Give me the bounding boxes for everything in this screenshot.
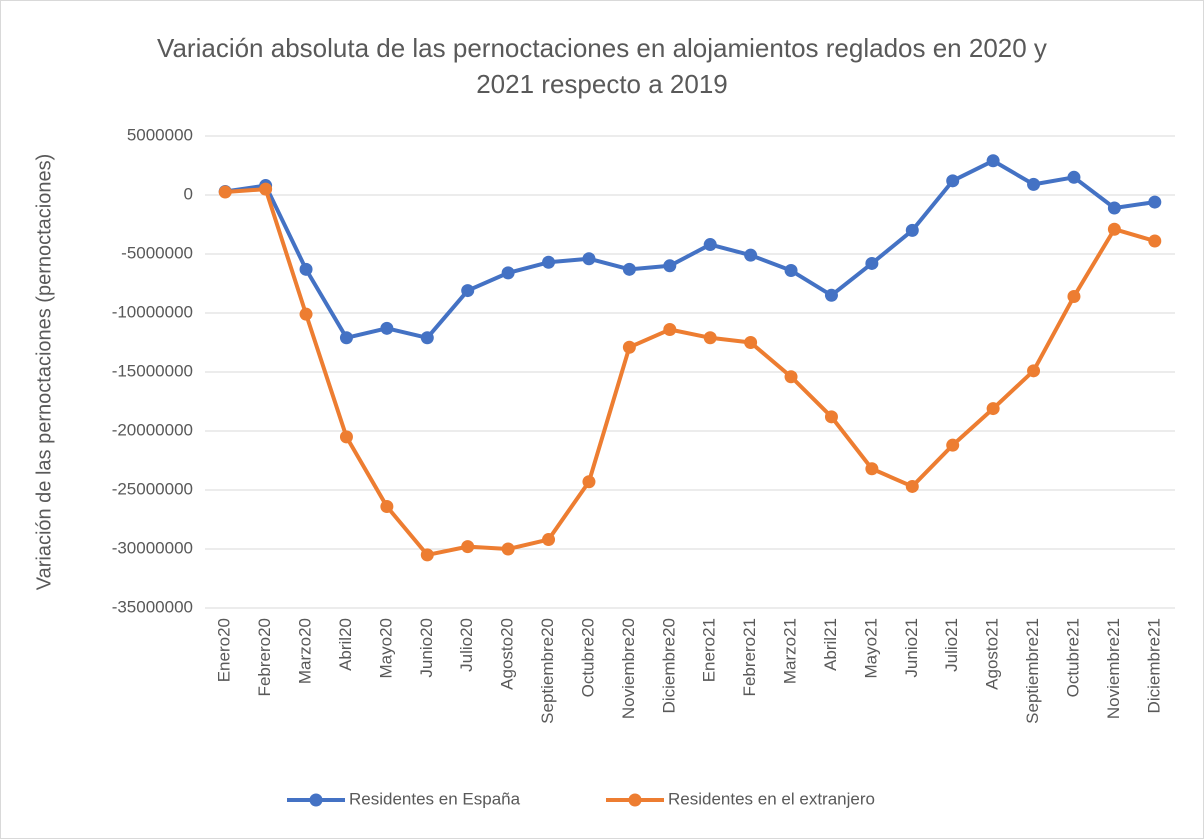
y-tick-label: 0 (184, 184, 193, 203)
data-point (784, 370, 798, 384)
data-point (299, 262, 313, 276)
y-tick-label: -15000000 (112, 361, 193, 380)
x-tick-label: Noviembre20 (619, 618, 638, 719)
data-point (501, 266, 515, 280)
x-tick-label: Abril20 (336, 618, 355, 671)
data-point (703, 331, 717, 345)
x-tick-label: Octubre21 (1063, 618, 1082, 697)
x-tick-label: Diciembre20 (659, 618, 678, 713)
legend-label: Residentes en el extranjero (668, 789, 875, 808)
y-tick-label: 5000000 (127, 125, 193, 144)
x-tick-label: Septiembre21 (1023, 618, 1042, 724)
y-tick-label: -25000000 (112, 479, 193, 498)
data-point (1107, 222, 1121, 236)
data-point (420, 548, 434, 562)
legend-label: Residentes en España (349, 789, 521, 808)
data-point (218, 185, 232, 199)
x-tick-label: Febrero20 (255, 618, 274, 696)
data-point (1148, 234, 1162, 248)
data-point (1027, 364, 1041, 378)
data-point (339, 430, 353, 444)
x-tick-label: Junio21 (902, 618, 921, 678)
data-point (1148, 195, 1162, 209)
x-tick-label: Marzo21 (781, 618, 800, 684)
data-point (339, 331, 353, 345)
y-tick-label: -10000000 (112, 302, 193, 321)
data-point (420, 331, 434, 345)
data-point (946, 174, 960, 188)
chart-title: Variación absoluta de las pernoctaciones… (157, 33, 1047, 99)
data-point (824, 288, 838, 302)
data-point (1067, 289, 1081, 303)
data-point (703, 238, 717, 252)
x-tick-label: Mayo21 (861, 618, 880, 678)
x-tick-label: Enero21 (700, 618, 719, 682)
x-tick-label: Junio20 (417, 618, 436, 678)
data-point (744, 336, 758, 349)
y-axis-label: Variación de las pernoctaciones (pernoct… (33, 154, 55, 591)
data-point (663, 323, 677, 337)
data-point (986, 154, 1000, 168)
data-point (299, 307, 313, 321)
data-point (744, 248, 758, 262)
data-point (259, 182, 273, 196)
data-point (946, 438, 960, 452)
x-tick-label: Abril21 (821, 618, 840, 671)
data-point (986, 402, 1000, 416)
data-point (461, 540, 475, 554)
data-point (380, 500, 394, 514)
data-point (542, 533, 556, 547)
y-tick-label: -35000000 (112, 597, 193, 616)
data-point (1067, 170, 1081, 184)
data-point (542, 255, 556, 269)
data-point (663, 259, 677, 273)
legend-marker (309, 793, 323, 807)
x-tick-label: Mayo20 (376, 618, 395, 678)
y-tick-label: -20000000 (112, 420, 193, 439)
data-point (865, 462, 879, 476)
y-tick-label: -5000000 (121, 243, 193, 262)
x-tick-label: Julio21 (942, 618, 961, 672)
x-tick-label: Septiembre20 (538, 618, 557, 724)
x-tick-label: Diciembre21 (1144, 618, 1163, 713)
x-tick-label: Febrero21 (740, 618, 759, 696)
data-point (1027, 177, 1041, 191)
y-tick-label: -30000000 (112, 538, 193, 557)
data-point (622, 340, 636, 354)
data-point (501, 542, 515, 556)
x-tick-label: Julio20 (457, 618, 476, 672)
data-point (380, 321, 394, 335)
data-point (905, 479, 919, 493)
data-point (461, 284, 475, 298)
data-point (622, 262, 636, 276)
series-line (224, 158, 1156, 340)
data-point (784, 264, 798, 278)
data-point (905, 223, 919, 237)
x-tick-label: Noviembre21 (1104, 618, 1123, 719)
data-point (582, 252, 596, 266)
data-point (824, 410, 838, 424)
data-point (582, 475, 596, 489)
x-tick-label: Enero20 (215, 618, 234, 682)
x-tick-label: Octubre20 (578, 618, 597, 697)
series-line (225, 187, 1156, 557)
x-tick-label: Agosto20 (498, 618, 517, 690)
legend-marker (628, 793, 642, 807)
x-tick-label: Agosto21 (983, 618, 1002, 690)
data-point (865, 256, 879, 270)
data-point (1107, 201, 1121, 215)
x-tick-label: Marzo20 (296, 618, 315, 684)
